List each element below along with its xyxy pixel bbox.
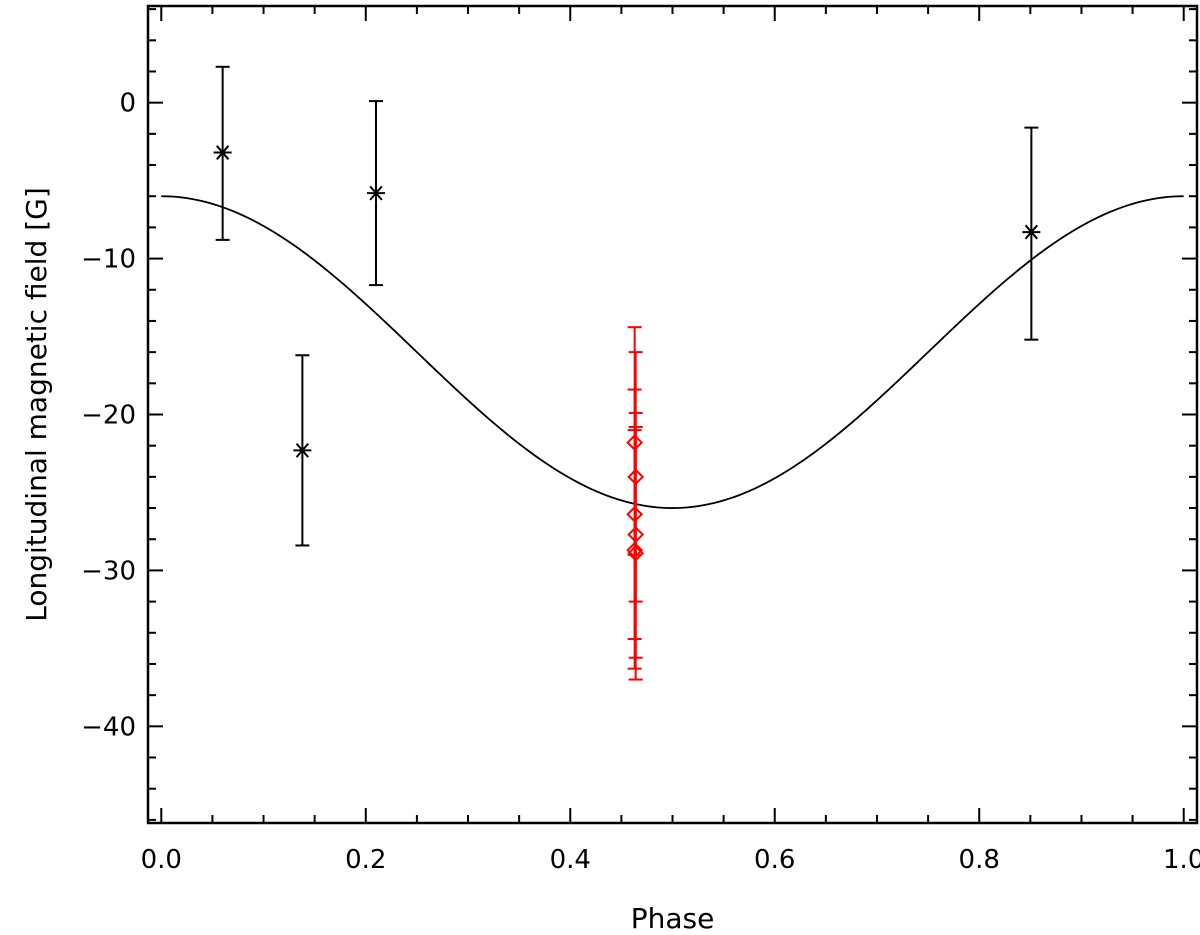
data-point-asterisk	[366, 185, 385, 201]
data-point-diamond	[627, 544, 645, 562]
x-tick-label: 1.0	[1163, 845, 1200, 875]
x-tick-labels: 0.0 0.2 0.4 0.6 0.8 1.0	[141, 845, 1200, 875]
fit-curve-layer	[161, 195, 1184, 509]
x-axis-title: Phase	[631, 902, 715, 935]
data-point-asterisk	[213, 145, 232, 160]
data-point-diamond	[627, 468, 645, 486]
y-tick-label: −40	[81, 712, 136, 742]
data-point-diamond	[627, 526, 645, 543]
error-bar	[1024, 126, 1039, 341]
x-tick-label: 0.6	[754, 845, 795, 875]
asterisk-stroke	[369, 185, 383, 201]
data-point-diamond	[626, 505, 644, 523]
plot-frame	[146, 4, 1199, 825]
fit-curve	[161, 195, 1184, 509]
x-tick-label: 0.8	[959, 845, 1000, 875]
asterisk-stroke	[295, 442, 309, 458]
error-bar-layer	[215, 65, 1039, 681]
x-tick-label: 0.0	[141, 845, 182, 875]
marker-layer	[213, 145, 1041, 562]
y-tick-labels: 0 −10 −20 −30 −40	[81, 89, 136, 743]
y-tick-label: −20	[81, 401, 136, 431]
data-point-diamond	[626, 541, 644, 559]
data-point-diamond	[626, 434, 644, 451]
tick-layer	[148, 6, 1197, 823]
x-tick-label: 0.2	[345, 845, 386, 875]
y-axis-title: Longitudinal magnetic field [G]	[20, 187, 53, 622]
asterisk-stroke	[1024, 224, 1038, 240]
x-tick-label: 0.4	[550, 845, 591, 875]
y-tick-label: 0	[119, 89, 136, 119]
data-point-asterisk	[293, 442, 312, 458]
asterisk-stroke	[216, 145, 230, 160]
y-tick-label: −10	[81, 245, 136, 275]
y-tick-label: −30	[81, 556, 136, 586]
data-point-asterisk	[1022, 224, 1041, 240]
